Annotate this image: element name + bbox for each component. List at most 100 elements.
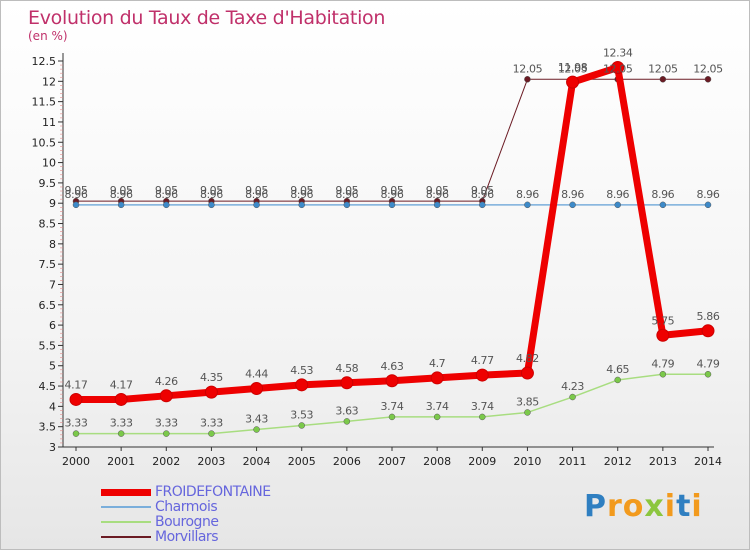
data-label-morvillars: 9.05 [471, 184, 494, 197]
y-tick-label: 3 [49, 441, 56, 454]
data-label-froidefontaine: 5.86 [697, 310, 720, 323]
data-point-charmois [704, 201, 712, 209]
data-label-morvillars: 9.05 [65, 184, 88, 197]
data-label-bourogne: 3.33 [155, 417, 178, 430]
data-label-charmois: 8.96 [516, 188, 539, 201]
y-tick-label: 10.5 [32, 136, 57, 149]
legend-label: Charmois [155, 499, 218, 515]
data-label-morvillars: 9.05 [381, 184, 404, 197]
data-label-morvillars: 9.05 [245, 184, 268, 197]
data-label-morvillars: 12.05 [693, 62, 723, 75]
y-tick-label: 7 [49, 278, 56, 291]
data-label-froidefontaine: 4.53 [290, 364, 313, 377]
chart-legend: FROIDEFONTAINE Charmois Bourogne Morvillars [101, 485, 361, 545]
logo-letter: x [644, 489, 665, 524]
y-tick-label: 12 [42, 75, 56, 88]
data-point-froidefontaine [69, 392, 83, 406]
data-label-bourogne: 3.33 [65, 417, 88, 430]
data-label-charmois: 8.96 [426, 188, 449, 201]
data-label-charmois: 8.96 [245, 188, 268, 201]
data-label-morvillars: 9.05 [200, 184, 223, 197]
y-tick-label: 6.5 [39, 299, 57, 312]
data-point-froidefontaine [295, 378, 309, 392]
x-tick-label: 2001 [107, 455, 135, 468]
y-tick-label: 8.5 [39, 218, 57, 231]
data-point-charmois [208, 201, 215, 209]
data-label-bourogne: 3.43 [245, 413, 268, 426]
data-label-bourogne: 4.23 [561, 380, 584, 393]
series-froidefontaine [69, 61, 715, 406]
data-label-froidefontaine: 4.63 [381, 360, 404, 373]
x-tick-label: 2011 [559, 455, 587, 468]
data-point-charmois [253, 201, 260, 209]
x-tick-label: 2002 [152, 455, 180, 468]
legend-item-morvillars: Morvillars [101, 530, 361, 545]
data-label-morvillars: 12.05 [648, 62, 678, 75]
data-label-bourogne: 3.74 [381, 400, 404, 413]
x-tick-label: 2013 [649, 455, 677, 468]
data-point-froidefontaine [385, 374, 399, 388]
data-point-froidefontaine [340, 376, 354, 390]
data-label-froidefontaine: 11.98 [558, 61, 588, 74]
y-tick-label: 9.5 [39, 177, 57, 190]
y-tick-label: 7.5 [39, 258, 57, 271]
data-point-bourogne [479, 413, 486, 421]
data-label-morvillars: 9.05 [426, 184, 449, 197]
y-tick-label: 10 [42, 157, 56, 170]
data-point-bourogne [614, 376, 621, 384]
legend-swatch [101, 488, 151, 496]
data-label-bourogne: 4.79 [651, 357, 674, 370]
legend-item-bourogne: Bourogne [101, 515, 361, 530]
data-point-bourogne [208, 430, 215, 437]
series-charmois [72, 201, 712, 209]
data-point-froidefontaine [611, 61, 625, 75]
y-tick-label: 8 [49, 238, 56, 251]
data-label-froidefontaine: 4.7 [429, 357, 446, 370]
data-label-charmois: 8.96 [155, 188, 178, 201]
data-point-froidefontaine [701, 324, 715, 338]
chart-title: Evolution du Taux de Taxe d'Habitation [28, 7, 386, 29]
data-label-morvillars: 9.05 [335, 184, 358, 197]
data-point-bourogne [298, 422, 305, 429]
x-tick-label: 2005 [288, 455, 316, 468]
logo-letter: r [607, 489, 623, 524]
x-tick-label: 2009 [468, 455, 496, 468]
data-point-froidefontaine [250, 381, 264, 395]
data-label-froidefontaine: 4.82 [516, 352, 539, 365]
logo-letter: i [664, 489, 677, 524]
data-point-bourogne [433, 413, 441, 421]
data-label-froidefontaine: 4.44 [245, 367, 268, 380]
data-point-morvillars [659, 76, 667, 83]
data-label-froidefontaine: 4.35 [200, 371, 223, 384]
y-tick-label: 6 [49, 319, 56, 332]
data-label-morvillars: 12.05 [603, 62, 633, 75]
series-line-morvillars [75, 78, 709, 202]
data-point-bourogne [659, 371, 667, 378]
data-point-charmois [163, 201, 170, 209]
y-tick-label: 4.5 [39, 380, 57, 393]
data-label-morvillars: 9.05 [155, 184, 178, 197]
data-label-bourogne: 3.33 [110, 417, 133, 430]
x-tick-label: 2012 [604, 455, 632, 468]
data-point-charmois [117, 201, 125, 209]
legend-label: FROIDEFONTAINE [155, 484, 271, 500]
data-label-charmois: 8.96 [200, 188, 223, 201]
data-point-bourogne [117, 430, 125, 437]
y-tick-label: 4 [49, 400, 56, 413]
data-label-froidefontaine: 4.17 [65, 378, 88, 391]
data-label-charmois: 8.96 [65, 188, 88, 201]
y-tick-label: 5.5 [39, 339, 57, 352]
series-line-froidefontaine [72, 64, 712, 403]
y-tick-label: 3.5 [39, 421, 57, 434]
data-point-charmois [433, 201, 441, 209]
data-label-bourogne: 3.33 [200, 417, 223, 430]
legend-swatch [101, 536, 151, 538]
data-point-froidefontaine [430, 371, 444, 385]
data-point-charmois [479, 201, 486, 209]
data-label-froidefontaine: 4.58 [335, 362, 358, 375]
data-label-charmois: 8.96 [471, 188, 494, 201]
logo-letter: o [622, 489, 645, 524]
data-point-charmois [524, 201, 531, 209]
